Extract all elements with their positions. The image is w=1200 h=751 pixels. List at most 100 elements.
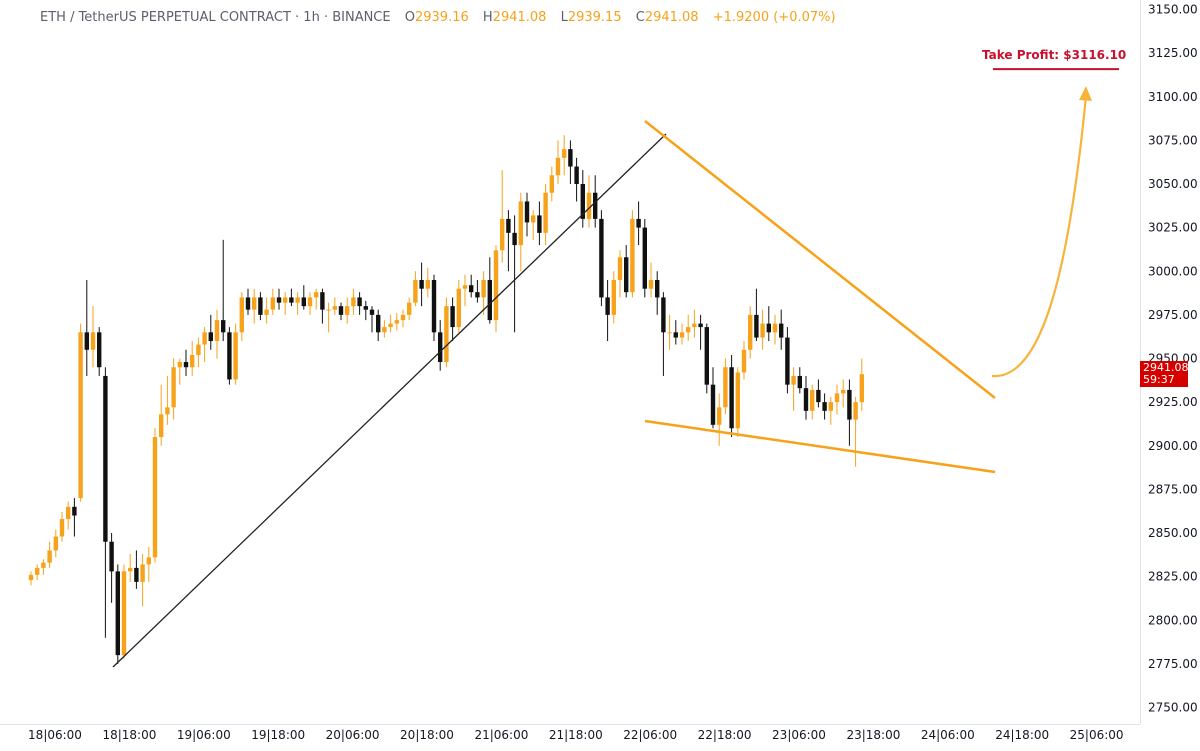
candle-down[interactable] — [431, 279, 437, 333]
candle-up[interactable] — [53, 536, 58, 551]
wedge-upper-trendline[interactable] — [644, 120, 996, 399]
candle-down[interactable] — [599, 218, 604, 298]
candle-up[interactable] — [717, 407, 722, 425]
candle-down[interactable] — [109, 541, 114, 572]
candle-down[interactable] — [103, 375, 108, 542]
candle-down[interactable] — [258, 297, 263, 315]
candle-up[interactable] — [307, 297, 313, 307]
candle-down[interactable] — [450, 306, 455, 328]
candle-up[interactable] — [332, 306, 337, 310]
candle-down[interactable] — [605, 297, 610, 315]
candle-down[interactable] — [624, 257, 629, 293]
candle-up[interactable] — [270, 297, 275, 310]
candle-down[interactable] — [72, 506, 77, 516]
candle-down[interactable] — [593, 192, 598, 219]
candle-down[interactable] — [376, 314, 381, 333]
candle-up[interactable] — [834, 393, 840, 403]
candle-down[interactable] — [797, 375, 802, 389]
candle-up[interactable] — [692, 323, 697, 328]
candle-up[interactable] — [481, 279, 486, 298]
candle-up[interactable] — [41, 562, 46, 568]
candle-up[interactable] — [345, 306, 350, 315]
candle-up[interactable] — [177, 361, 182, 368]
candle-down[interactable] — [698, 323, 703, 328]
candle-up[interactable] — [239, 297, 244, 333]
candle-up[interactable] — [394, 320, 399, 324]
candle-down[interactable] — [642, 227, 647, 289]
wedge-lower-trendline[interactable] — [644, 419, 996, 474]
candle-up[interactable] — [500, 218, 505, 251]
candle-up[interactable] — [264, 309, 269, 315]
take-profit-label[interactable]: Take Profit: $3116.10 — [982, 48, 1127, 62]
candle-up[interactable] — [518, 201, 523, 246]
candle-down[interactable] — [487, 279, 492, 321]
candle-up[interactable] — [152, 437, 158, 558]
candle-down[interactable] — [661, 297, 666, 333]
candle-down[interactable] — [580, 184, 585, 219]
candle-up[interactable] — [648, 279, 654, 289]
candle-up[interactable] — [413, 279, 418, 303]
candle-up[interactable] — [493, 250, 499, 321]
candle-down[interactable] — [97, 332, 102, 368]
candle-up[interactable] — [407, 302, 412, 315]
candle-up[interactable] — [190, 355, 195, 368]
candle-up[interactable] — [741, 349, 747, 373]
candle-down[interactable] — [227, 332, 232, 380]
candle-up[interactable] — [791, 375, 796, 385]
candle-down[interactable] — [779, 323, 784, 338]
candle-up[interactable] — [128, 567, 133, 572]
candle-up[interactable] — [679, 332, 685, 338]
candle-down[interactable] — [506, 218, 511, 233]
candle-up[interactable] — [531, 215, 536, 223]
candle-up[interactable] — [462, 285, 468, 289]
candle-down[interactable] — [816, 389, 821, 403]
candle-up[interactable] — [159, 414, 164, 438]
candle-down[interactable] — [419, 279, 424, 289]
candle-down[interactable] — [289, 297, 294, 303]
candle-up[interactable] — [444, 306, 449, 362]
candle-down[interactable] — [512, 232, 517, 246]
candle-down[interactable] — [208, 332, 213, 342]
candle-up[interactable] — [314, 292, 319, 298]
candle-up[interactable] — [59, 519, 65, 537]
candle-up[interactable] — [543, 192, 548, 233]
candle-down[interactable] — [704, 327, 709, 385]
candle-up[interactable] — [630, 218, 635, 293]
candle-up[interactable] — [772, 323, 778, 333]
candle-up[interactable] — [121, 571, 127, 656]
candle-up[interactable] — [283, 297, 288, 303]
candle-down[interactable] — [803, 388, 809, 411]
candle-down[interactable] — [524, 201, 530, 223]
candle-down[interactable] — [537, 215, 542, 233]
candle-up[interactable] — [146, 557, 151, 565]
candle-down[interactable] — [822, 402, 827, 411]
candle-down[interactable] — [847, 389, 852, 420]
candle-up[interactable] — [810, 389, 815, 411]
candle-up[interactable] — [617, 257, 623, 280]
candle-up[interactable] — [233, 332, 238, 380]
candle-up[interactable] — [171, 367, 176, 408]
candle-down[interactable] — [245, 297, 251, 310]
candle-down[interactable] — [673, 332, 678, 338]
candle-up[interactable] — [90, 332, 96, 350]
candle-up[interactable] — [760, 323, 765, 338]
candle-down[interactable] — [475, 292, 480, 298]
projection-arrow-curve[interactable] — [991, 95, 1088, 378]
candle-up[interactable] — [456, 288, 461, 328]
candle-up[interactable] — [828, 402, 833, 411]
candle-down[interactable] — [655, 279, 660, 298]
candle-down[interactable] — [134, 567, 139, 582]
price-axis[interactable]: 2750.00 2775.00 2800.00 2825.00 2850.00 2875.… — [1148, 3, 1198, 715]
candle-down[interactable] — [84, 332, 89, 350]
candle-down[interactable] — [574, 166, 579, 184]
candle-down[interactable] — [568, 149, 573, 167]
candle-up[interactable] — [35, 567, 40, 575]
candle-down[interactable] — [636, 218, 641, 228]
uptrend-line[interactable] — [112, 133, 667, 668]
candle-up[interactable] — [549, 175, 554, 193]
candle-down[interactable] — [369, 309, 375, 315]
candle-up[interactable] — [611, 279, 616, 315]
candle-up[interactable] — [562, 149, 567, 158]
candle-down[interactable] — [338, 306, 344, 315]
